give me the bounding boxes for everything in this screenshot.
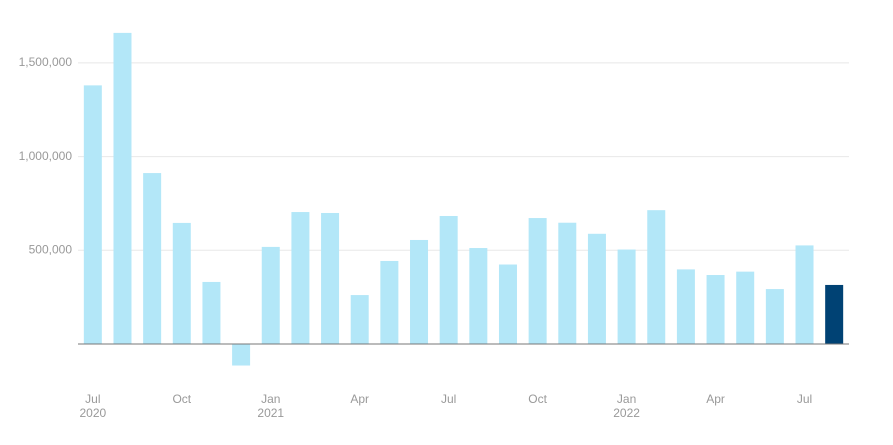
x-tick-label: 2020: [79, 406, 106, 420]
bar: [172, 222, 191, 344]
bar: [143, 173, 162, 344]
y-tick-label: 1,500,000: [19, 55, 73, 69]
x-tick-label: Jan: [617, 392, 636, 406]
y-tick-label: 1,000,000: [19, 149, 73, 163]
bar: [410, 239, 429, 344]
bar: [350, 295, 369, 344]
x-tick-label: Oct: [528, 392, 547, 406]
bar: [261, 246, 280, 344]
bar: [676, 269, 695, 344]
bar: [202, 281, 221, 344]
bar: [321, 212, 340, 344]
bar: [291, 212, 310, 344]
x-tick-label: Jul: [441, 392, 456, 406]
x-tick-label: Jul: [85, 392, 100, 406]
x-tick-label: 2021: [257, 406, 284, 420]
x-tick-label: Jul: [797, 392, 812, 406]
bar: [528, 218, 547, 344]
bar: [587, 233, 606, 344]
bar: [232, 343, 251, 366]
x-tick-label: Apr: [706, 392, 725, 406]
x-tick-label: Jan: [261, 392, 280, 406]
bar: [617, 249, 636, 344]
bar: [113, 32, 132, 344]
bar: [825, 284, 844, 344]
x-tick-label: 2022: [613, 406, 640, 420]
bar: [647, 210, 666, 344]
x-tick-label: Apr: [350, 392, 369, 406]
bar: [795, 245, 814, 344]
bar: [706, 275, 725, 344]
bar: [83, 85, 102, 344]
bar: [469, 248, 488, 344]
bar: [498, 264, 517, 344]
bar: [558, 222, 577, 344]
bar: [439, 215, 458, 344]
bar: [736, 271, 755, 344]
y-tick-label: 500,000: [29, 242, 73, 256]
bar: [765, 289, 784, 344]
bar: [380, 260, 399, 344]
x-tick-label: Oct: [172, 392, 191, 406]
